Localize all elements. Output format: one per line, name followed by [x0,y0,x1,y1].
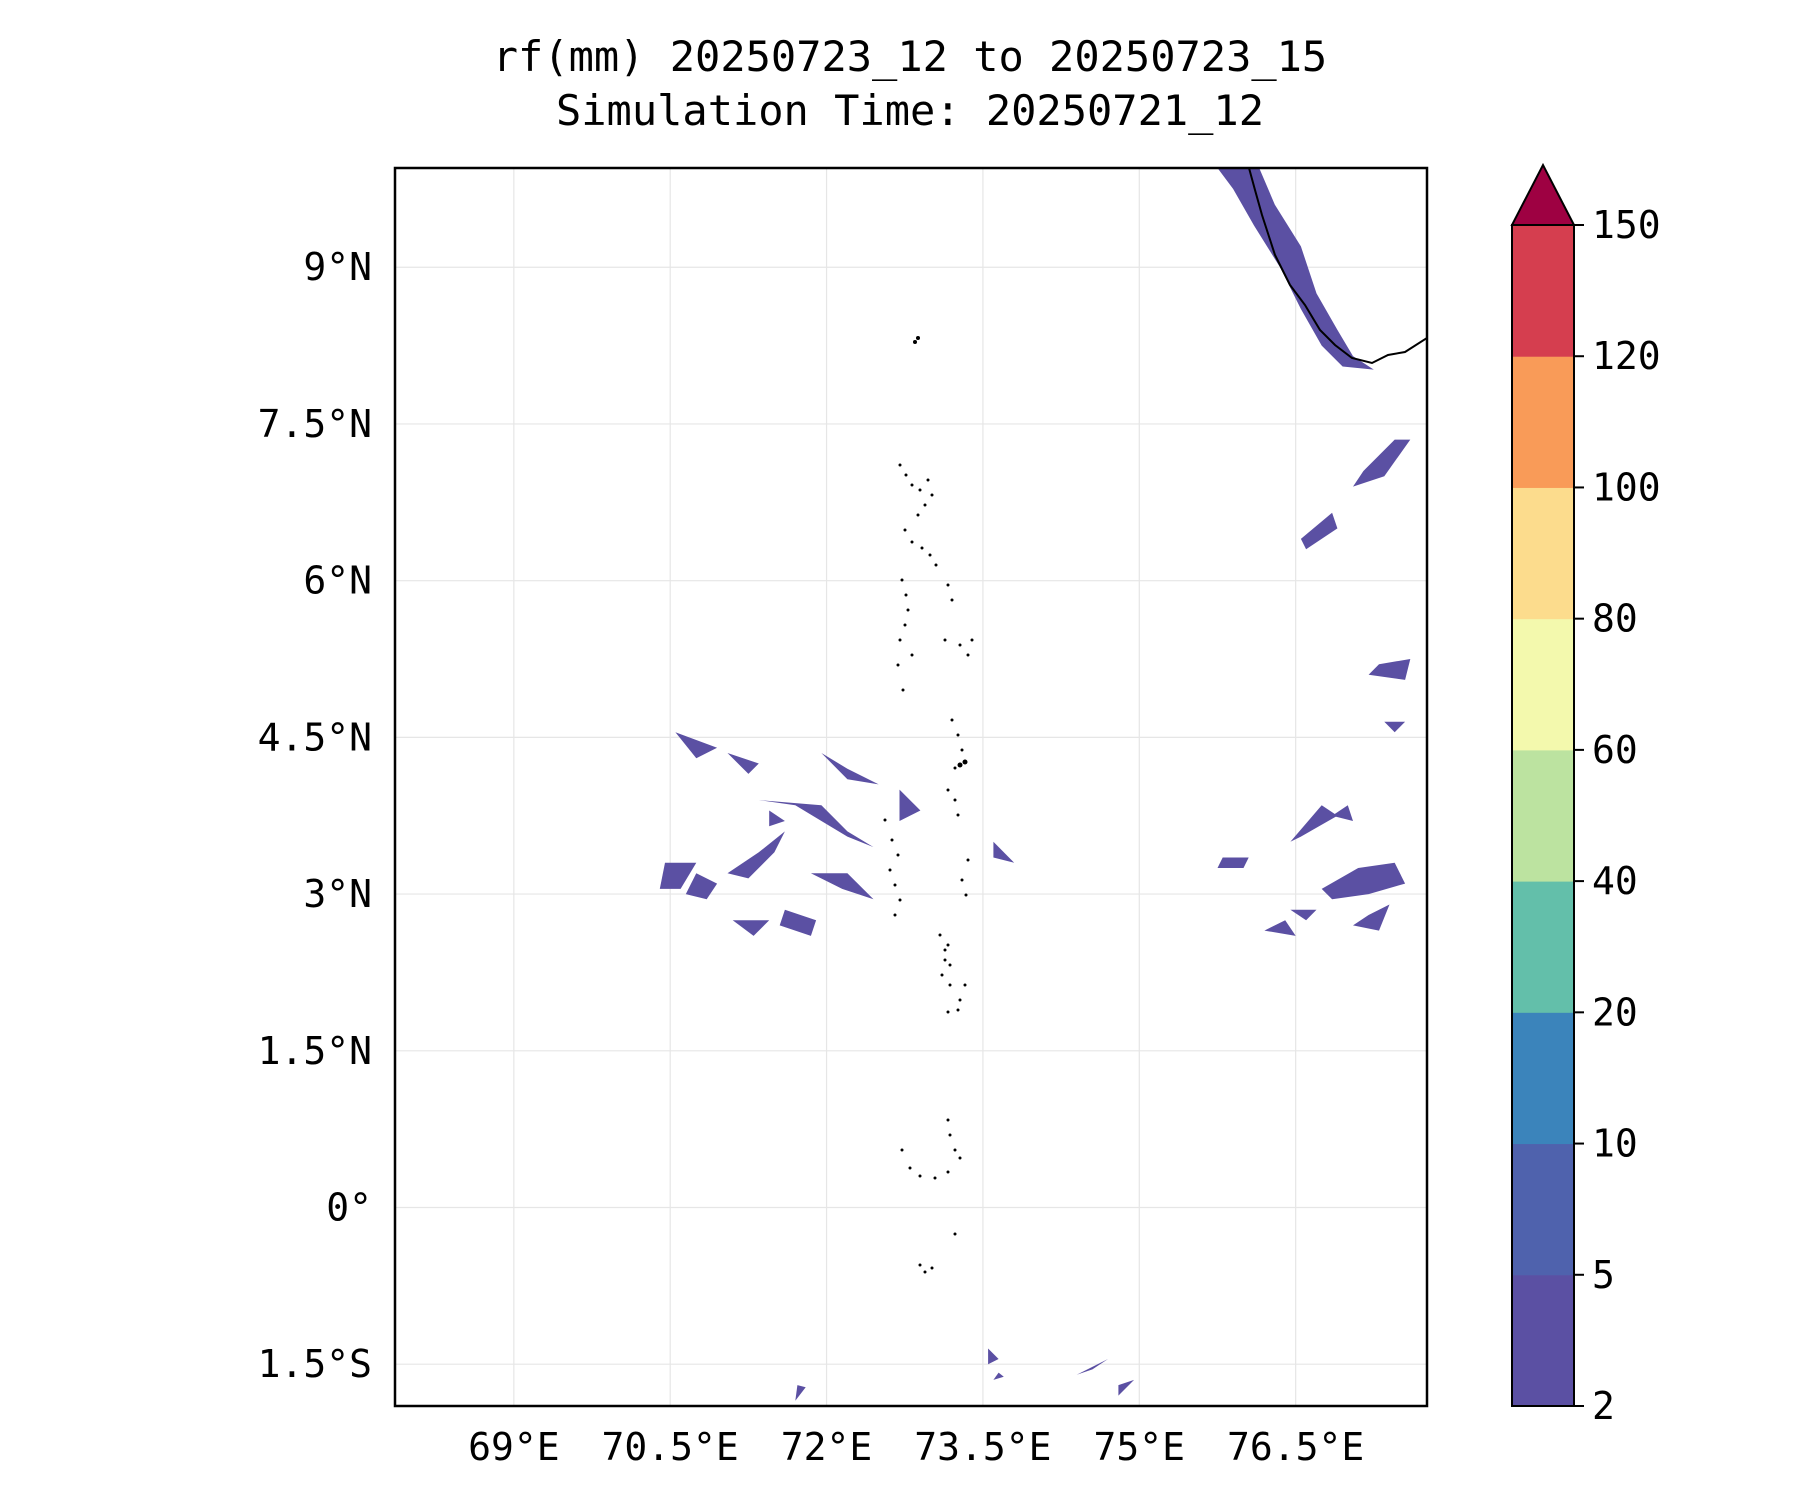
colorbar-label-3: 20 [1592,990,1638,1034]
colorbar-label-6: 80 [1592,597,1638,641]
rain-patch-22 [899,789,921,821]
colorbar-band-5 [1512,618,1574,751]
figure-title-line2: Simulation Time: 20250721_12 [556,86,1264,135]
colorbar-frame [1511,224,1575,1407]
colorbar-band-3 [1512,881,1574,1013]
rain-patch-23 [993,841,1015,863]
rain-patch-14 [727,831,785,879]
gridlines [395,168,1427,1406]
colorbar-band-4 [1512,749,1574,882]
rain-patch-8 [1290,909,1317,921]
lat-tick-label-0: 9°N [303,245,372,289]
colorbar-bands [1512,225,1574,1407]
coastline [883,168,1427,1274]
colorbar-label-0: 2 [1592,1384,1615,1428]
rain-patch-11 [1384,721,1406,733]
rain-patch-18 [727,753,759,774]
colorbar: 2 5 10 20 40 60 80 100 120 150 [1510,162,1661,1428]
lat-tick-label-7: 1.5°S [258,1342,372,1386]
rain-patch-15 [758,800,874,848]
colorbar-band-1 [1512,1143,1574,1276]
rain-patch-3 [1368,659,1411,680]
rain-patch-0 [1217,168,1374,370]
colorbar-band-8 [1512,225,1574,357]
map-background [395,168,1427,1406]
rain-patch-5 [1321,862,1406,900]
rain-patch-16 [810,873,874,900]
colorbar-label-2: 10 [1592,1122,1638,1166]
lat-tick-label-6: 0° [326,1186,372,1230]
rain-patch-28 [795,1385,806,1401]
colorbar-band-2 [1512,1012,1574,1145]
map-frame [393,166,1429,1408]
colorbar-label-4: 40 [1592,859,1638,903]
colorbar-extend-arrow [1510,162,1576,226]
lat-tick-label-1: 7.5°N [258,402,372,446]
lon-tick-label-3: 73.5°E [914,1425,1051,1469]
rain-patch-2 [1300,512,1338,550]
rain-patch-20 [732,920,770,936]
rain-patch-24 [769,810,785,827]
rain-patch-27 [1118,1379,1135,1396]
lat-tick-label-2: 6°N [303,559,372,603]
colorbar-tick-labels: 2 5 10 20 40 60 80 100 120 150 [1574,203,1661,1428]
rain-patch-1 [1353,439,1411,487]
lon-tick-label-1: 70.5°E [602,1425,739,1469]
rain-patch-19 [675,732,718,759]
lat-tick-label-3: 4.5°N [258,715,372,759]
rain-patch-9 [1264,920,1296,936]
colorbar-band-0 [1512,1274,1574,1407]
rain-patch-26 [1076,1359,1108,1375]
lat-tick-label-5: 1.5°N [258,1029,372,1073]
rain-patch-10 [1332,805,1353,821]
maldives-atolls [883,336,974,1274]
figure-title-line1: rf(mm) 20250723_12 to 20250723_15 [493,32,1327,81]
rain-patch-4 [1290,805,1338,842]
rain-patch-6 [1353,904,1390,931]
map-panel: 69°E 70.5°E 72°E 73.5°E 75°E 76.5°E 9°N 7.5°N 6… [258,166,1429,1469]
lon-tick-label-4: 75°E [1094,1425,1186,1469]
colorbar-band-7 [1512,356,1574,488]
rain-patch-13 [685,873,718,900]
rain-patch-12 [659,862,697,889]
colorbar-label-9: 150 [1592,203,1661,247]
colorbar-label-8: 120 [1592,334,1661,378]
rain-patch-29 [993,1372,1004,1380]
rain-patch-17 [821,753,879,785]
rain-patch-21 [779,909,817,936]
lat-tick-label-4: 3°N [303,872,372,916]
latitude-tick-labels: 9°N 7.5°N 6°N 4.5°N 3°N 1.5°N 0° 1.5°S [258,245,372,1386]
rain-patch-25 [988,1348,999,1365]
lon-tick-label-5: 76.5°E [1227,1425,1364,1469]
india-coastline [1248,168,1427,365]
colorbar-label-1: 5 [1592,1253,1615,1297]
lon-tick-label-0: 69°E [468,1425,560,1469]
rain-patch-7 [1217,857,1249,868]
rainfall-contours [659,168,1411,1401]
colorbar-label-7: 100 [1592,465,1661,509]
colorbar-label-5: 60 [1592,728,1638,772]
longitude-tick-labels: 69°E 70.5°E 72°E 73.5°E 75°E 76.5°E [468,1425,1364,1469]
lon-tick-label-2: 72°E [781,1425,873,1469]
colorbar-band-6 [1512,487,1574,620]
